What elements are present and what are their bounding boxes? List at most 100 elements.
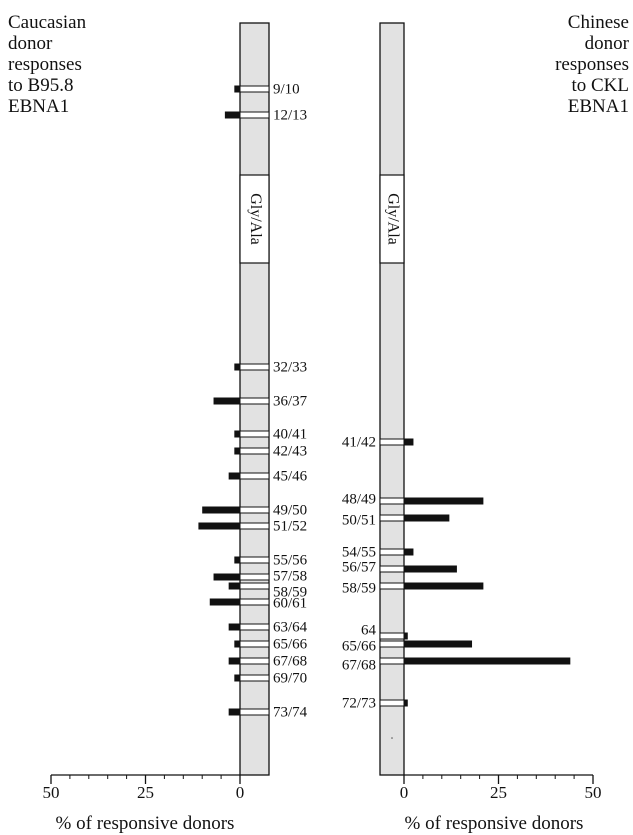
left-response-bar bbox=[234, 363, 240, 371]
right-chart-title: Chinese donor responses to CKL EBNA1 bbox=[555, 12, 629, 117]
right-response-bar bbox=[404, 514, 450, 522]
left-gly-ala-box bbox=[239, 174, 270, 264]
left-x-axis-title: % of responsive donors bbox=[56, 813, 235, 834]
right-response-bar bbox=[404, 632, 408, 640]
right-response-bar bbox=[404, 699, 408, 707]
left-peptide-label: 32/33 bbox=[273, 359, 307, 375]
right-response-bar bbox=[404, 640, 473, 648]
left-peptide-marker bbox=[239, 573, 270, 581]
left-response-bar bbox=[234, 447, 240, 455]
right-peptide-marker bbox=[379, 548, 405, 556]
left-peptide-label: 9/10 bbox=[273, 81, 300, 97]
left-peptide-label: 55/56 bbox=[273, 552, 308, 568]
left-title-line: donor bbox=[8, 33, 53, 54]
left-response-bar bbox=[234, 640, 240, 648]
right-peptide-label: 58/59 bbox=[342, 580, 376, 596]
right-peptide-marker bbox=[379, 565, 405, 573]
left-title-line: responses bbox=[8, 54, 82, 75]
left-title-line: EBNA1 bbox=[8, 96, 70, 117]
right-peptide-label: 67/68 bbox=[342, 657, 376, 673]
left-response-bar bbox=[224, 111, 240, 119]
right-title-line: to CKL bbox=[571, 75, 629, 96]
right-title-line: responses bbox=[555, 54, 629, 75]
left-response-bar bbox=[228, 472, 240, 480]
right-strip-dot bbox=[391, 737, 393, 739]
right-response-bar bbox=[404, 497, 484, 505]
right-peptide-label: 48/49 bbox=[342, 491, 376, 507]
right-peptide-marker bbox=[379, 514, 405, 522]
left-peptide-marker bbox=[239, 640, 270, 648]
right-response-bar bbox=[404, 548, 414, 556]
left-peptide-label: 65/66 bbox=[273, 636, 308, 652]
right-peptide-label: 72/73 bbox=[342, 695, 376, 711]
left-peptide-marker bbox=[239, 430, 270, 438]
right-peptide-marker bbox=[379, 640, 405, 648]
right-gly-ala-label: Gly/Ala bbox=[384, 193, 401, 245]
right-peptide-marker bbox=[379, 438, 405, 446]
right-gly-ala-box bbox=[379, 174, 405, 264]
left-tick-label: 50 bbox=[43, 783, 60, 802]
left-gly-ala-label: Gly/Ala bbox=[247, 193, 264, 245]
left-peptide-label: 67/68 bbox=[273, 653, 307, 669]
left-peptide-marker bbox=[239, 472, 270, 480]
right-peptide-marker bbox=[379, 497, 405, 505]
right-title-line: Chinese bbox=[567, 12, 629, 33]
right-response-bar bbox=[404, 657, 571, 665]
right-peptide-marker bbox=[379, 582, 405, 590]
right-tick-label: 50 bbox=[585, 783, 602, 802]
left-tick-label: 0 bbox=[236, 783, 245, 802]
left-response-bar bbox=[234, 674, 240, 682]
left-peptide-marker bbox=[239, 598, 270, 606]
left-peptide-label: 60/61 bbox=[273, 595, 307, 611]
right-x-axis-title: % of responsive donors bbox=[405, 813, 584, 834]
left-response-bar bbox=[228, 657, 240, 665]
left-peptide-marker bbox=[239, 708, 270, 716]
right-response-bar bbox=[404, 438, 414, 446]
right-peptide-label: 64 bbox=[361, 622, 377, 638]
left-peptide-label: 49/50 bbox=[273, 502, 307, 518]
right-response-bar bbox=[404, 582, 484, 590]
right-peptide-label: 50/51 bbox=[342, 512, 376, 528]
left-title-line: Caucasian bbox=[8, 12, 87, 33]
left-response-bar bbox=[213, 573, 240, 581]
left-peptide-label: 42/43 bbox=[273, 443, 307, 459]
right-peptide-label: 56/57 bbox=[342, 559, 377, 575]
right-tick-label: 0 bbox=[400, 783, 409, 802]
left-peptide-label: 12/13 bbox=[273, 107, 307, 123]
left-peptide-marker bbox=[239, 623, 270, 631]
right-peptide-marker bbox=[379, 699, 405, 707]
left-peptide-marker bbox=[239, 447, 270, 455]
right-peptide-label: 41/42 bbox=[342, 434, 376, 450]
left-response-bar bbox=[202, 506, 240, 514]
left-peptide-marker bbox=[239, 582, 270, 590]
left-peptide-marker bbox=[239, 111, 270, 119]
left-peptide-label: 73/74 bbox=[273, 704, 308, 720]
left-response-bar bbox=[198, 522, 240, 530]
left-peptide-marker bbox=[239, 674, 270, 682]
left-peptide-label: 69/70 bbox=[273, 670, 307, 686]
right-peptide-marker bbox=[379, 632, 405, 640]
left-peptide-marker bbox=[239, 363, 270, 371]
left-response-bar bbox=[228, 582, 240, 590]
left-peptide-label: 57/58 bbox=[273, 568, 307, 584]
left-peptide-marker bbox=[239, 657, 270, 665]
left-peptide-label: 63/64 bbox=[273, 619, 308, 635]
right-tick-label: 25 bbox=[490, 783, 507, 802]
left-peptide-label: 40/41 bbox=[273, 426, 307, 442]
left-title-line: to B95.8 bbox=[8, 75, 74, 96]
right-title-line: donor bbox=[584, 33, 629, 54]
left-response-bar bbox=[234, 430, 240, 438]
left-response-bar bbox=[213, 397, 240, 405]
left-peptide-marker bbox=[239, 85, 270, 93]
left-peptide-label: 36/37 bbox=[273, 393, 308, 409]
right-title-line: EBNA1 bbox=[567, 96, 629, 117]
right-peptide-label: 65/66 bbox=[342, 638, 377, 654]
right-response-bar bbox=[404, 565, 457, 573]
left-response-bar bbox=[234, 85, 240, 93]
left-peptide-marker bbox=[239, 556, 270, 564]
left-response-bar bbox=[228, 623, 240, 631]
left-peptide-marker bbox=[239, 397, 270, 405]
left-peptide-label: 58/59 bbox=[273, 584, 307, 600]
left-peptide-marker bbox=[239, 522, 270, 530]
